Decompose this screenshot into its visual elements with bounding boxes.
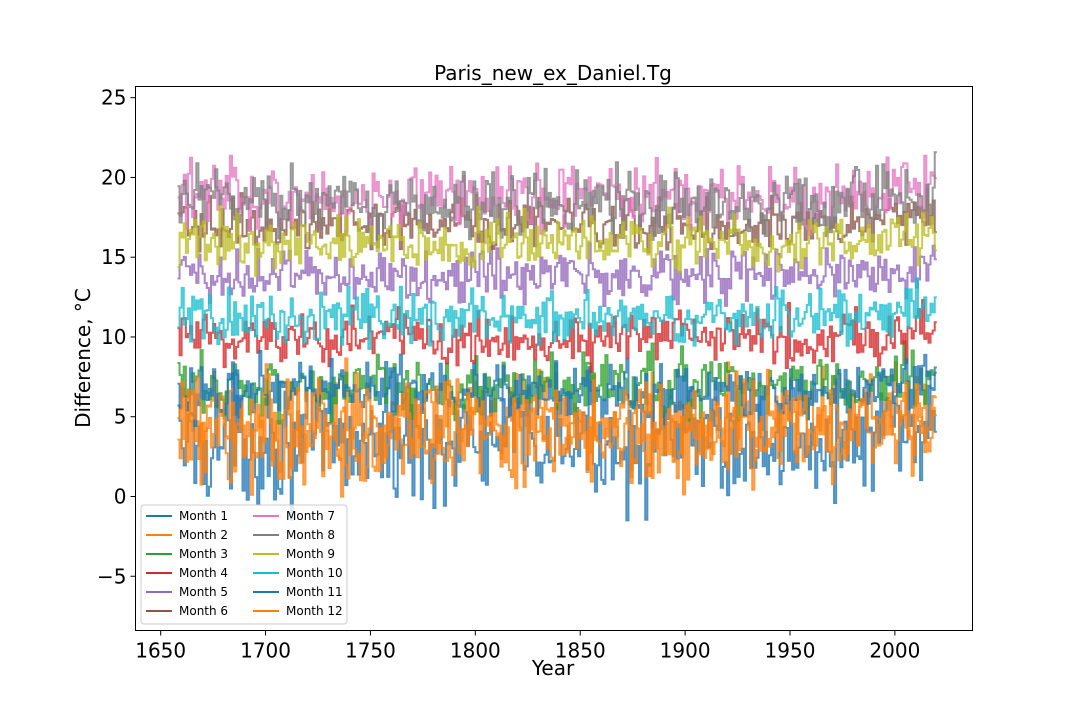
x-tick-label: 1950 xyxy=(765,639,816,663)
legend-label-month-12: Month 12 xyxy=(286,604,343,618)
y-axis: −5 0 5 10 15 20 25 xyxy=(97,86,136,588)
y-tick-label: −5 xyxy=(97,564,126,588)
y-tick-label: 25 xyxy=(101,86,126,110)
x-tick-label: 1750 xyxy=(345,639,396,663)
legend-label-month-10: Month 10 xyxy=(286,566,343,580)
y-tick-label: 20 xyxy=(101,165,126,189)
x-tick-label: 1800 xyxy=(450,639,501,663)
legend-label-month-9: Month 9 xyxy=(286,547,335,561)
plot-frame xyxy=(135,86,973,631)
plot-area xyxy=(177,151,937,522)
y-tick-label: 5 xyxy=(114,405,127,429)
legend-label-month-8: Month 8 xyxy=(286,528,335,542)
series-line-month-11 xyxy=(177,349,937,431)
y-axis-label: Difference, °C xyxy=(71,288,95,428)
legend-label-month-1: Month 1 xyxy=(179,509,228,523)
series-line-month-9 xyxy=(177,205,937,277)
legend-label-month-4: Month 4 xyxy=(179,566,228,580)
series-line-month-5 xyxy=(177,242,937,308)
y-tick-label: 0 xyxy=(114,484,127,508)
legend-label-month-5: Month 5 xyxy=(179,585,228,599)
chart-title: Paris_new_ex_Daniel.Tg xyxy=(434,61,672,85)
legend-label-month-7: Month 7 xyxy=(286,509,335,523)
legend-label-month-11: Month 11 xyxy=(286,585,343,599)
x-tick-label: 1850 xyxy=(555,639,606,663)
x-tick-label: 1650 xyxy=(135,639,186,663)
legend-label-month-2: Month 2 xyxy=(179,528,228,542)
y-tick-label: 15 xyxy=(101,245,126,269)
series-line-month-12 xyxy=(177,368,937,496)
x-axis: 1650 1700 1750 1800 1850 1900 1950 2000 xyxy=(135,630,920,663)
x-tick-label: 1700 xyxy=(240,639,291,663)
x-tick-label: 1900 xyxy=(660,639,711,663)
legend-label-month-6: Month 6 xyxy=(179,604,228,618)
x-tick-label: 2000 xyxy=(869,639,920,663)
legend-label-month-3: Month 3 xyxy=(179,547,228,561)
x-axis-label: Year xyxy=(531,656,575,680)
series-line-month-10 xyxy=(177,277,937,350)
y-tick-label: 10 xyxy=(101,325,126,349)
legend-frame xyxy=(140,504,348,625)
legend: Month 1 Month 2 Month 3 Month 4 Month 5 Month… xyxy=(140,504,348,625)
